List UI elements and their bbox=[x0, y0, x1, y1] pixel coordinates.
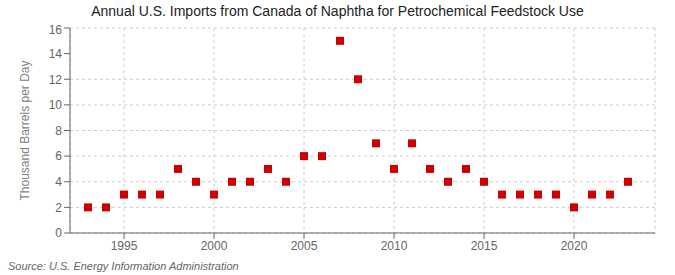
svg-text:2: 2 bbox=[55, 201, 62, 215]
svg-text:0: 0 bbox=[55, 226, 62, 240]
svg-text:2000: 2000 bbox=[201, 239, 228, 253]
svg-text:6: 6 bbox=[55, 149, 62, 163]
svg-text:2010: 2010 bbox=[381, 239, 408, 253]
svg-text:2005: 2005 bbox=[291, 239, 318, 253]
html-text:Annual U.S. Imports from Canad: Annual U.S. Imports from Canada of Napht… bbox=[91, 3, 584, 19]
svg-text:8: 8 bbox=[55, 124, 62, 138]
html-text:Source: U.S. Energy Informatio: Source: U.S. Energy Information Administ… bbox=[8, 260, 239, 272]
svg-text:16: 16 bbox=[49, 23, 63, 37]
svg-text:1995: 1995 bbox=[111, 239, 138, 253]
svg-text:10: 10 bbox=[49, 98, 63, 112]
svg-text:Thousand Barrels per Day: Thousand Barrels per Day bbox=[18, 60, 32, 200]
svg-text:14: 14 bbox=[49, 47, 63, 61]
svg-text:4: 4 bbox=[55, 175, 62, 189]
svg-text:2020: 2020 bbox=[561, 239, 588, 253]
svg-text:12: 12 bbox=[49, 73, 63, 87]
svg-text:2015: 2015 bbox=[471, 239, 498, 253]
